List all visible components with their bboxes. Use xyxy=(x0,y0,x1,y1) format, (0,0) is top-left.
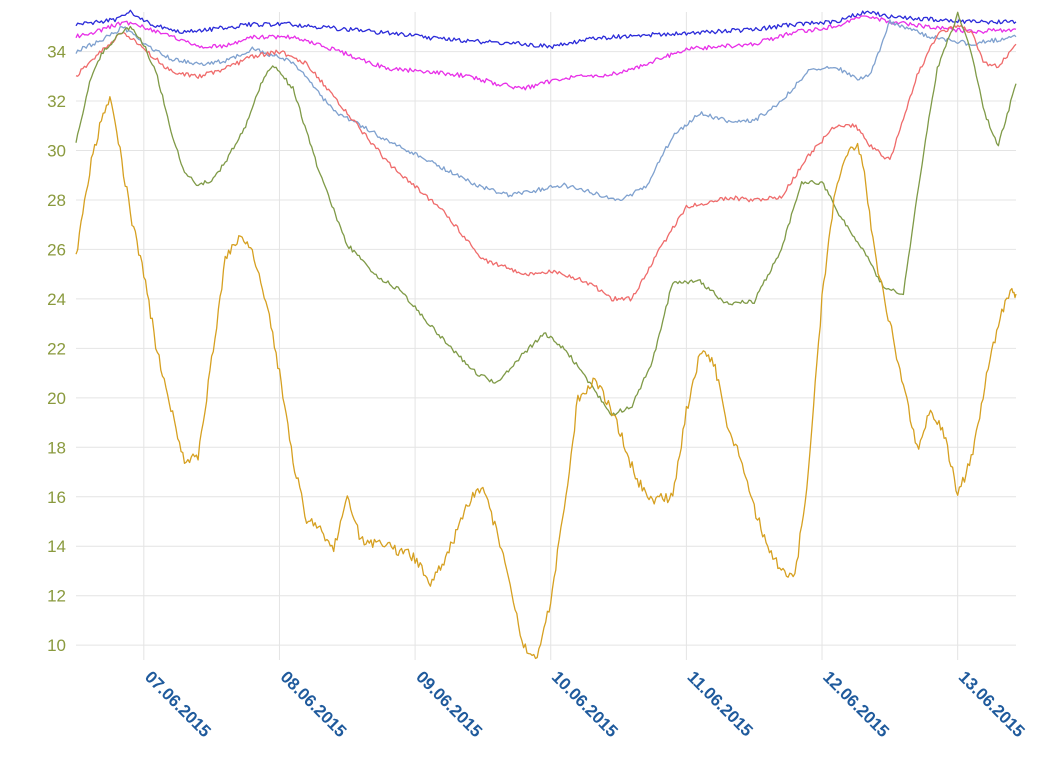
y-tick-label: 12 xyxy=(47,587,66,606)
y-tick-label: 20 xyxy=(47,389,66,408)
series-line-5 xyxy=(75,11,1017,417)
series-line-2 xyxy=(75,15,1017,91)
x-tick-label: 12.06.2015 xyxy=(819,667,893,741)
y-tick-label: 34 xyxy=(47,43,66,62)
y-tick-label: 10 xyxy=(47,636,66,655)
series-line-6 xyxy=(75,96,1017,660)
y-tick-label: 18 xyxy=(47,438,66,457)
y-tick-label: 32 xyxy=(47,92,66,111)
y-tick-label: 14 xyxy=(47,537,66,556)
grid xyxy=(76,12,1016,660)
series-line-3 xyxy=(75,19,1017,202)
series-line-4 xyxy=(75,24,1017,302)
y-tick-label: 28 xyxy=(47,191,66,210)
y-tick-label: 22 xyxy=(47,339,66,358)
x-tick-label: 07.06.2015 xyxy=(141,667,215,741)
y-tick-label: 26 xyxy=(47,240,66,259)
x-axis-ticks: 07.06.2015 08.06.2015 09.06.2015 10.06.2015… xyxy=(141,667,1028,741)
y-tick-label: 16 xyxy=(47,488,66,507)
y-tick-label: 30 xyxy=(47,142,66,161)
y-tick-label: 24 xyxy=(47,290,66,309)
series-line-1 xyxy=(75,9,1017,50)
series-lines xyxy=(75,9,1017,660)
x-tick-label: 10.06.2015 xyxy=(548,667,622,741)
y-axis-ticks: 10 12 14 16 18 20 22 24 26 28 30 32 34 xyxy=(47,43,66,656)
x-tick-label: 08.06.2015 xyxy=(277,667,351,741)
x-tick-label: 09.06.2015 xyxy=(412,667,486,741)
x-tick-label: 11.06.2015 xyxy=(684,667,757,740)
x-tick-label: 13.06.2015 xyxy=(955,667,1029,741)
